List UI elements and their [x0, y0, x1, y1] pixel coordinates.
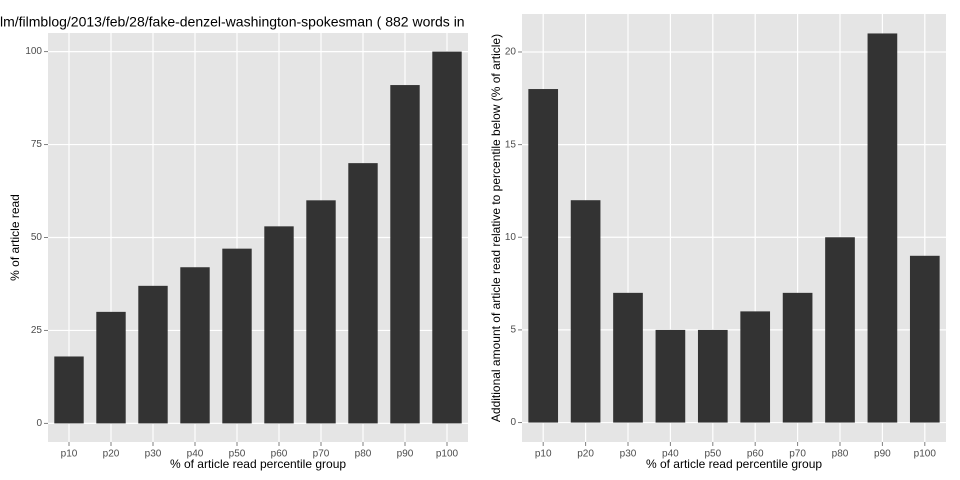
x-tick-label: p70	[313, 449, 330, 460]
y-tick-label: 20	[505, 47, 517, 58]
y-tick-label: 25	[31, 325, 43, 336]
x-axis-title: % of article read percentile group	[646, 457, 822, 471]
y-tick-label: 50	[31, 232, 43, 243]
x-tick-label: p20	[103, 449, 120, 460]
y-tick-label: 75	[31, 139, 43, 150]
bar	[740, 311, 771, 423]
x-tick-label: p100	[436, 449, 459, 460]
bar	[528, 89, 559, 423]
x-tick-label: p50	[229, 449, 246, 460]
x-tick-label: p20	[577, 449, 594, 460]
bar	[909, 255, 940, 423]
bar	[432, 51, 462, 424]
y-tick-label: 10	[505, 232, 517, 243]
y-tick-label: 15	[505, 139, 517, 150]
x-axis-title: % of article read percentile group	[170, 457, 346, 471]
bar	[867, 33, 898, 423]
bar	[264, 226, 294, 424]
bar	[825, 237, 855, 423]
x-tick-label: p10	[61, 449, 78, 460]
x-tick-label: p60	[747, 449, 764, 460]
bar	[782, 292, 813, 423]
chart-title: lm/filmblog/2013/feb/28/fake-denzel-wash…	[0, 14, 465, 30]
bar	[655, 329, 686, 423]
x-tick-label: p30	[620, 449, 637, 460]
bar	[570, 200, 601, 423]
x-tick-label: p50	[704, 449, 721, 460]
x-tick-label: p30	[145, 449, 162, 460]
y-tick-label: 0	[510, 417, 516, 428]
bar	[138, 285, 168, 424]
bar	[222, 248, 252, 424]
x-tick-label: p60	[271, 449, 288, 460]
bar	[96, 311, 126, 424]
y-axis-title: % of article read	[8, 194, 22, 281]
bar	[348, 163, 378, 424]
y-axis-title: Additional amount of article read relati…	[489, 34, 503, 422]
x-tick-label: p80	[832, 449, 849, 460]
x-tick-label: p40	[662, 449, 679, 460]
bar	[306, 200, 336, 424]
bar	[390, 85, 420, 424]
bar	[180, 267, 210, 424]
bar	[697, 329, 728, 423]
x-tick-label: p40	[187, 449, 204, 460]
y-tick-label: 0	[36, 418, 42, 429]
x-tick-label: p10	[535, 449, 552, 460]
y-tick-label: 5	[510, 325, 516, 336]
x-tick-label: p80	[355, 449, 372, 460]
bar	[54, 356, 84, 424]
x-tick-label: p100	[914, 449, 937, 460]
bar	[613, 292, 643, 423]
x-tick-label: p70	[789, 449, 806, 460]
x-tick-label: p90	[397, 449, 414, 460]
x-tick-label: p90	[874, 449, 891, 460]
y-tick-label: 100	[25, 46, 42, 57]
